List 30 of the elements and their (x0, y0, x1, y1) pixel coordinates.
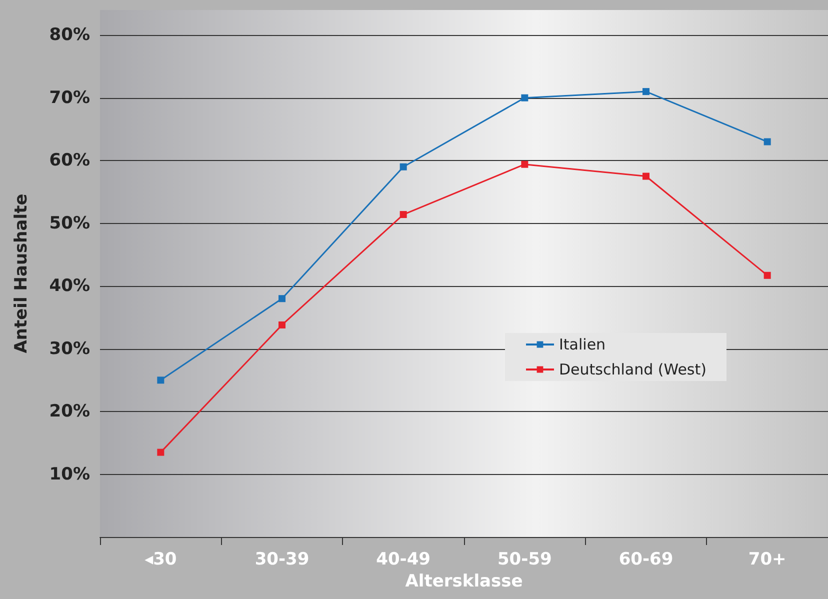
point (278, 321, 286, 328)
point (642, 172, 650, 180)
point (521, 94, 528, 102)
y-tick-label: 50% (49, 213, 90, 234)
x-tick-label: 70+ (748, 550, 786, 570)
x-tick-label: ◂30 (144, 550, 177, 570)
point (157, 448, 164, 456)
y-tick-label: 60% (49, 150, 90, 171)
y-axis-title: Anteil Haushalte (12, 194, 32, 354)
x-tick-label: 40-49 (376, 550, 431, 570)
legend-label: Italien (559, 336, 606, 354)
x-tick-label: 60-69 (618, 550, 674, 570)
legend-label: Deutschland (West) (559, 360, 706, 378)
point (764, 138, 771, 146)
y-tick-label: 80% (49, 25, 90, 46)
x-tick-label: 50-59 (497, 550, 552, 570)
y-tick-label: 30% (49, 338, 90, 359)
x-axis-title: Altersklasse (405, 572, 523, 592)
point (278, 295, 286, 302)
point (521, 160, 528, 168)
point (642, 88, 650, 96)
point (400, 211, 407, 218)
y-tick-label: 70% (49, 88, 90, 108)
y-tick-label: 40% (49, 276, 90, 296)
point (157, 376, 164, 384)
y-tick-label: 20% (49, 402, 90, 422)
y-tick-label: 10% (49, 464, 90, 484)
point (764, 272, 771, 279)
point (400, 163, 407, 170)
x-tick-label: 30-39 (254, 550, 310, 570)
